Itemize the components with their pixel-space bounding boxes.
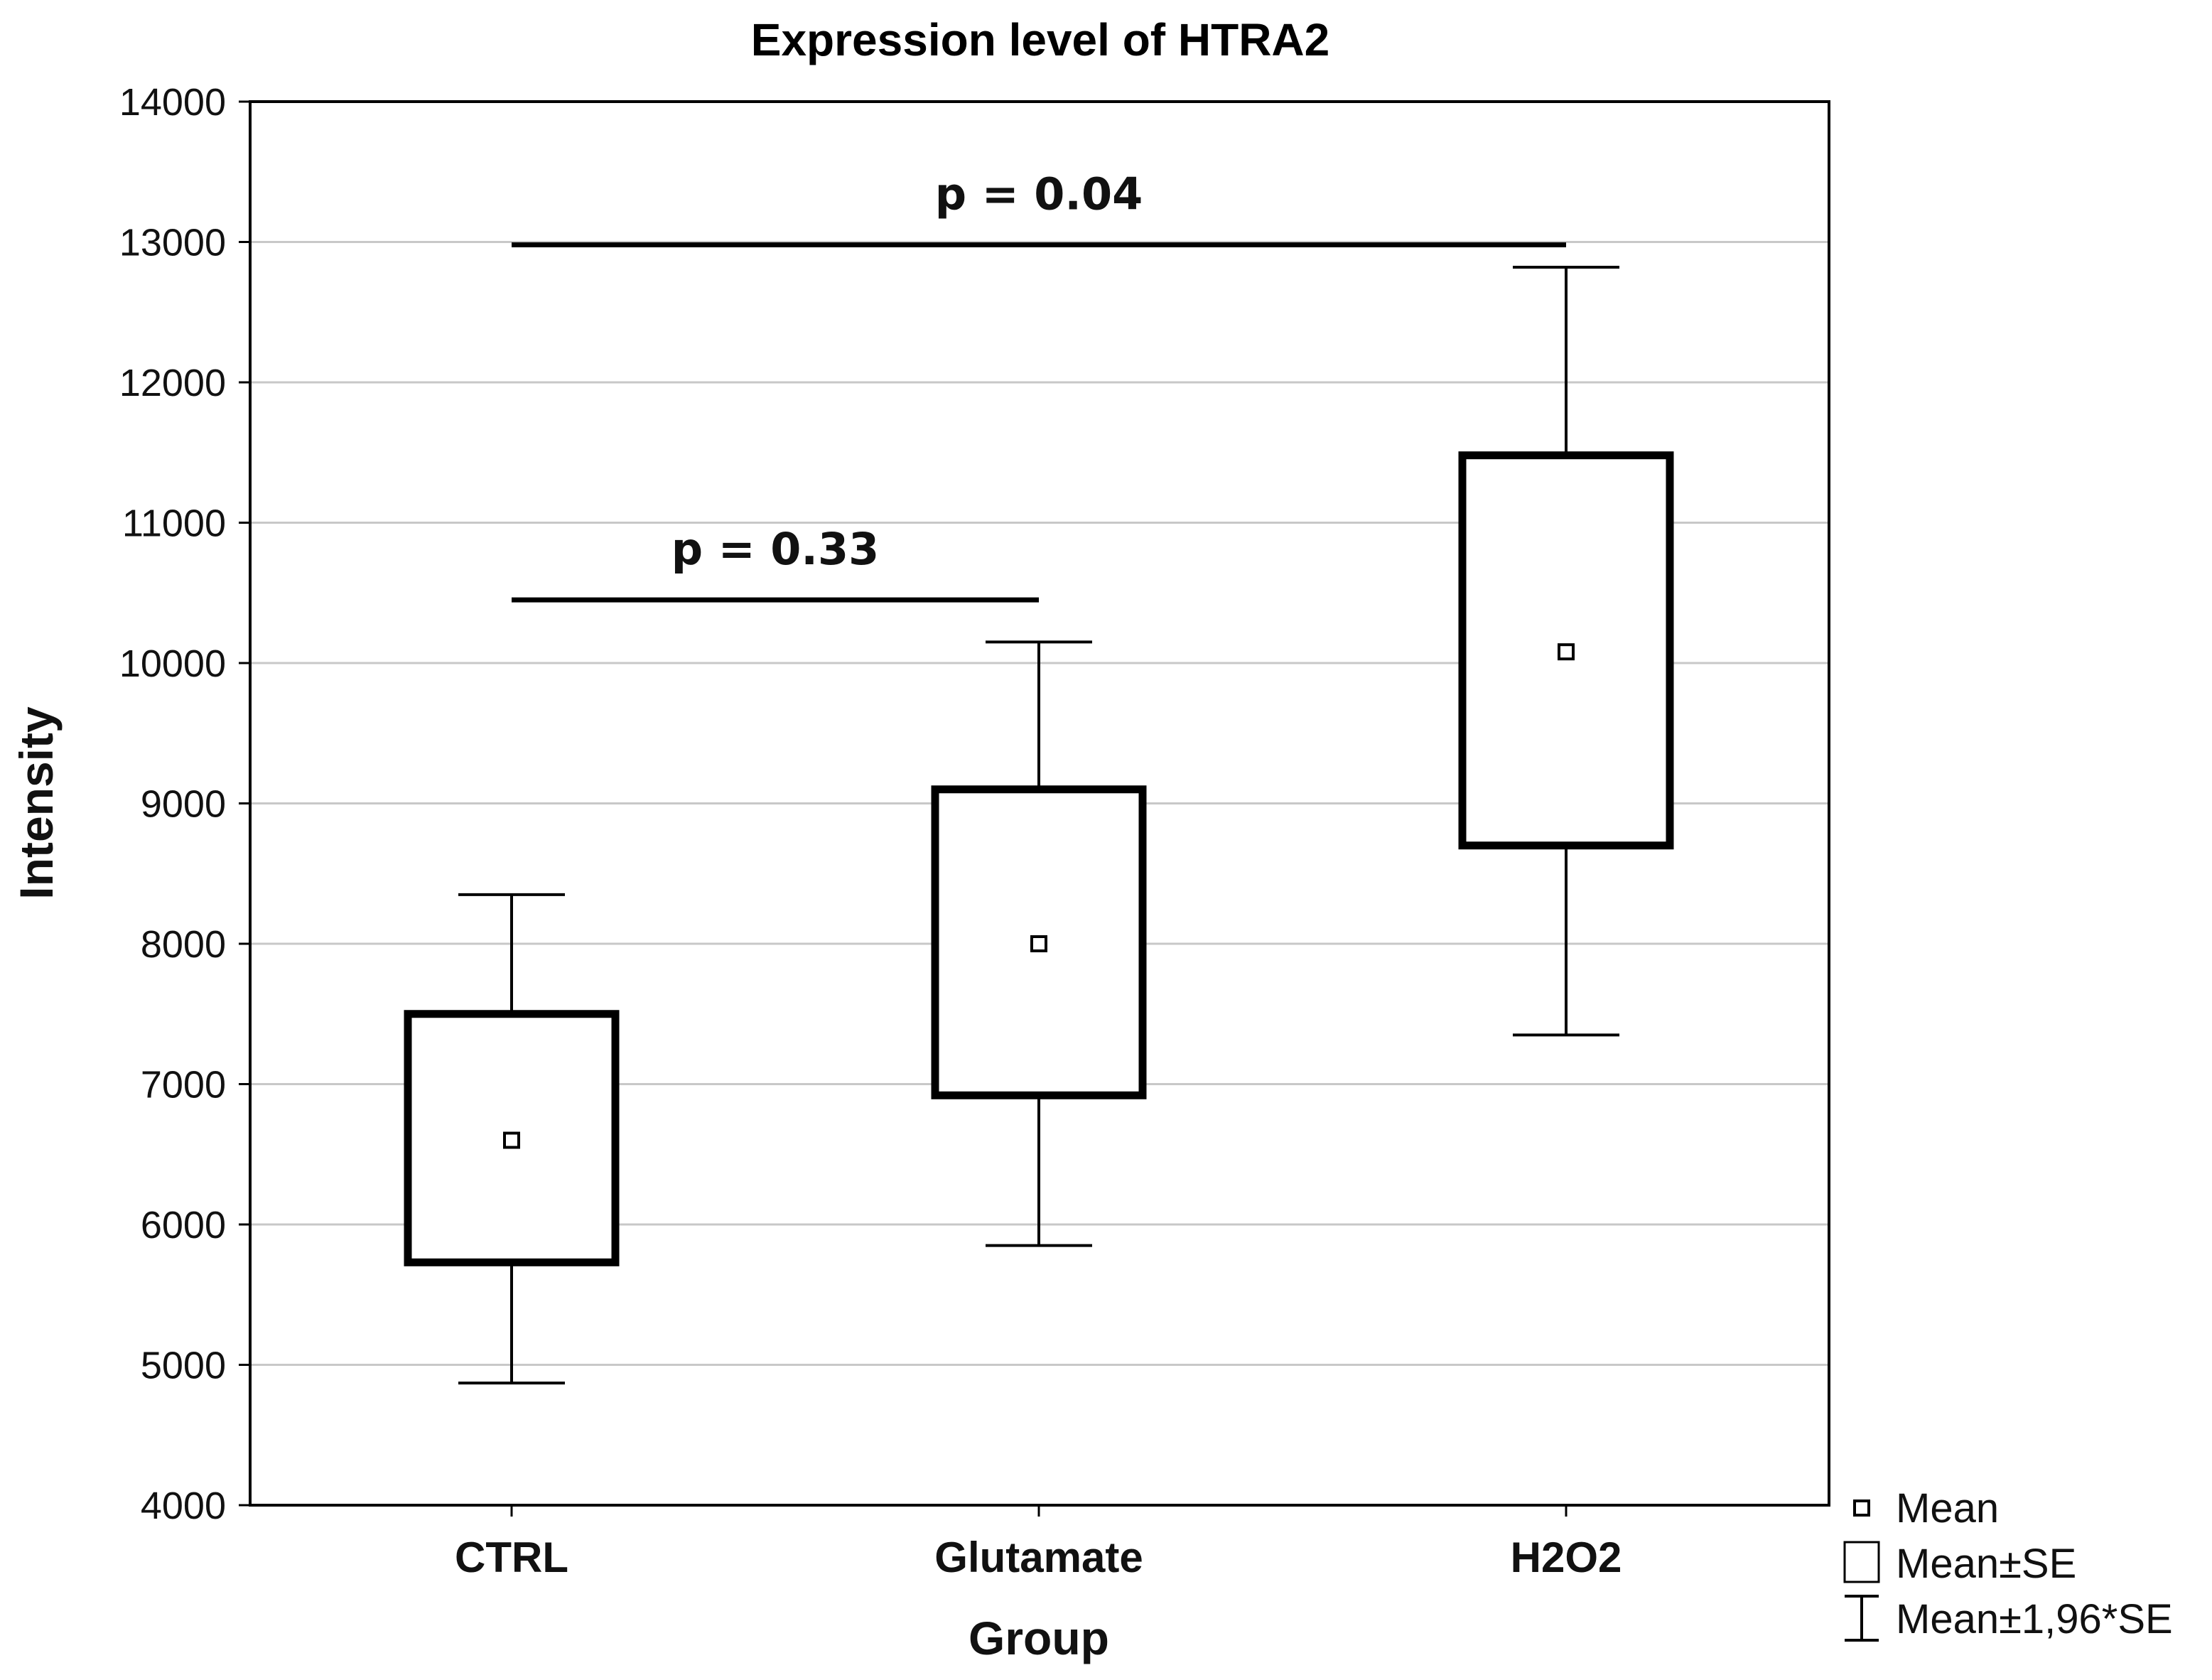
y-tick-label: 13000 <box>119 222 226 264</box>
box-group-ctrl <box>404 893 620 1385</box>
y-tick-label: 9000 <box>141 783 226 826</box>
x-axis-label: Group <box>969 1612 1109 1664</box>
y-axis-label: Intensity <box>10 706 63 900</box>
y-tick-label: 7000 <box>141 1064 226 1106</box>
box-group-glutamate <box>931 640 1147 1247</box>
y-tick-label: 12000 <box>119 362 226 404</box>
p-value-label: p = 0.04 <box>935 168 1143 220</box>
box-group-h2o2 <box>1458 266 1674 1037</box>
y-tick-label: 8000 <box>141 923 226 966</box>
p-value-label: p = 0.33 <box>671 523 879 575</box>
mean-marker <box>1558 643 1575 661</box>
y-tick-label: 14000 <box>119 81 226 124</box>
x-tick-label: H2O2 <box>1511 1534 1622 1581</box>
y-tick-label: 10000 <box>119 642 226 685</box>
y-tick-label: 11000 <box>122 502 226 545</box>
y-tick-label: 6000 <box>141 1204 226 1246</box>
legend-box-symbol <box>1843 1541 1880 1583</box>
y-tick-label: 5000 <box>141 1345 226 1387</box>
mean-marker <box>1030 935 1047 952</box>
legend-label: Mean±SE <box>1896 1541 2076 1587</box>
legend: Mean Mean±SE Mean±1,96*SE <box>1843 1485 2173 1642</box>
plot-frame <box>249 100 1830 1507</box>
legend-label: Mean <box>1896 1485 1999 1531</box>
x-axis-ticks: CTRL Glutamate H2O2 <box>455 1505 1622 1581</box>
box-series <box>404 266 1674 1385</box>
legend-whisker-symbol <box>1845 1595 1879 1642</box>
legend-mean-symbol <box>1853 1499 1870 1517</box>
x-tick-label: Glutamate <box>934 1534 1143 1581</box>
x-tick-label: CTRL <box>455 1534 568 1581</box>
chart-title: Expression level of HTRA2 <box>751 14 1329 65</box>
mean-marker <box>503 1131 520 1149</box>
significance-annotations: p = 0.33 p = 0.04 <box>512 168 1566 603</box>
y-axis-ticks: 4000 5000 6000 7000 8000 9000 10000 11000 12000 1… <box>119 81 250 1527</box>
legend-label: Mean±1,96*SE <box>1896 1596 2173 1642</box>
y-tick-label: 4000 <box>141 1485 226 1527</box>
